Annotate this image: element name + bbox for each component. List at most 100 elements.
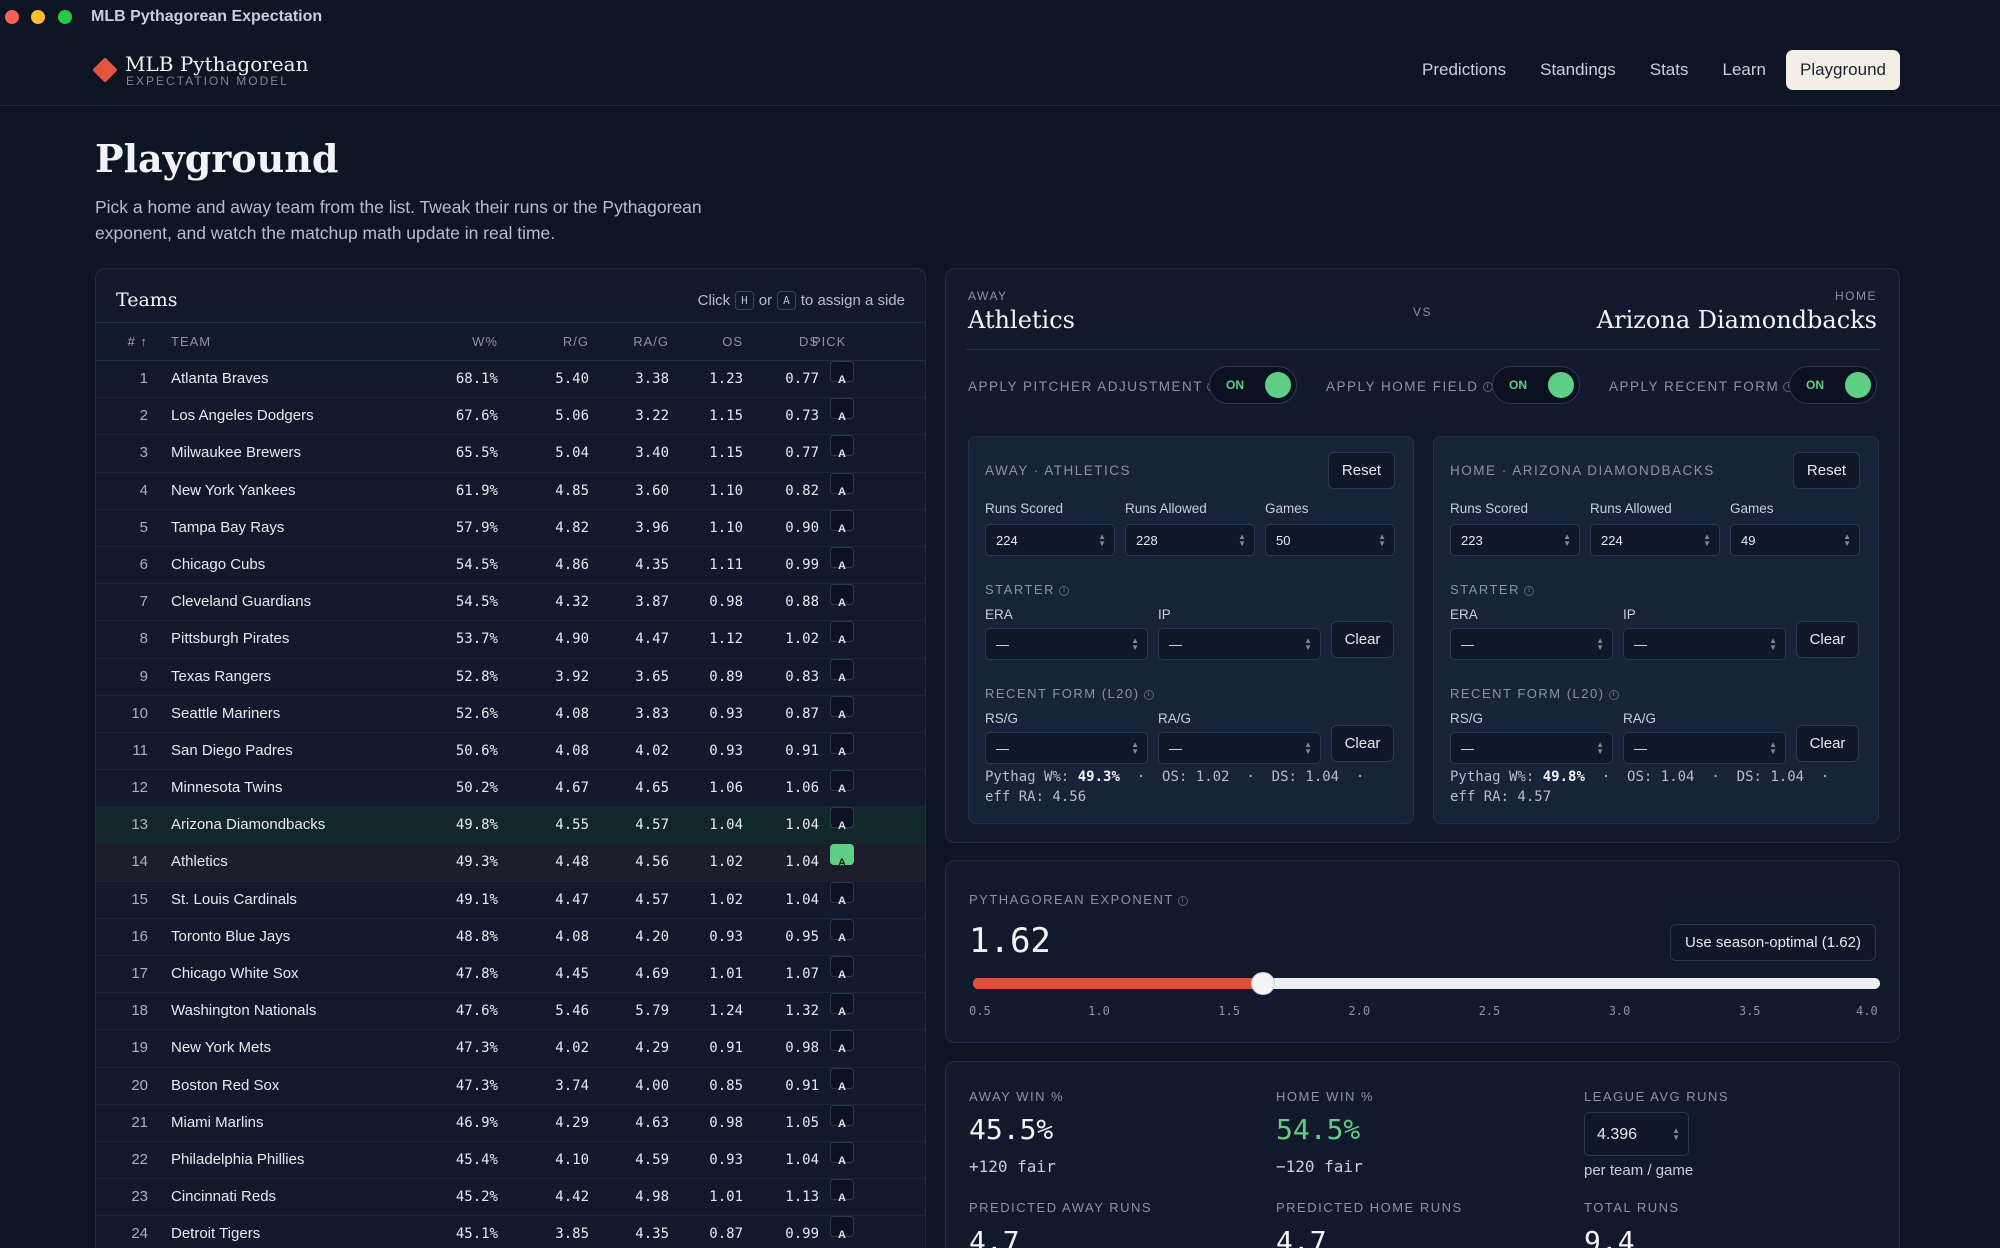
pick-away-button[interactable]: A (830, 844, 854, 869)
pick-away-button[interactable]: A (830, 956, 854, 981)
info-icon[interactable]: i (1143, 689, 1154, 700)
team-row[interactable]: 7 Cleveland Guardians 54.5% 4.32 3.87 0.98 0.8… (96, 584, 925, 622)
brand-name[interactable]: MLB Pythagorean (125, 52, 309, 76)
nav-stats[interactable]: Stats (1649, 60, 1689, 79)
team-os: 0.91 (709, 1040, 743, 1057)
pick-away-button[interactable]: A (830, 472, 854, 498)
page-title: Playground (95, 136, 339, 181)
col-runs-allowed[interactable]: RA/G (633, 334, 669, 349)
pick-away-button[interactable]: A (830, 1141, 854, 1167)
home-form-clear-button[interactable]: Clear (1796, 725, 1859, 762)
col-win-pct[interactable]: W% (472, 334, 498, 349)
col-os[interactable]: OS (722, 334, 743, 349)
pick-away-button[interactable]: A (830, 918, 854, 944)
away-ip-input[interactable]: — ▲ ▼ (1158, 628, 1321, 660)
pitcher-adjustment-toggle[interactable]: ON (1209, 366, 1297, 404)
col-ds[interactable]: DS (798, 334, 819, 349)
info-icon[interactable]: i (1177, 895, 1188, 906)
team-row[interactable]: 2 Los Angeles Dodgers 67.6% 5.06 3.22 1.15 0.7… (96, 398, 925, 436)
team-row[interactable]: 17 Chicago White Sox 47.8% 4.45 4.69 1.01 1.07… (96, 956, 925, 994)
home-ip-input[interactable]: — ▲ ▼ (1623, 628, 1786, 660)
team-row[interactable]: 13 Arizona Diamondbacks 49.8% 4.55 4.57 1.04 1… (96, 807, 925, 845)
col-runs-per-game[interactable]: R/G (562, 334, 589, 349)
minimize-window-button[interactable] (31, 10, 45, 24)
pick-away-button[interactable]: A (830, 546, 854, 572)
team-row[interactable]: 18 Washington Nationals 47.6% 5.46 5.79 1.24 1… (96, 993, 925, 1031)
pick-away-button[interactable]: A (830, 435, 854, 460)
team-row[interactable]: 16 Toronto Blue Jays 48.8% 4.08 4.20 0.93 0.95… (96, 918, 925, 956)
away-runs-allowed-input[interactable]: 228 ▲ ▼ (1125, 524, 1255, 556)
exponent-slider[interactable] (973, 972, 1880, 995)
info-icon[interactable]: i (1523, 585, 1534, 596)
season-optimal-button[interactable]: Use season-optimal (1.62) (1670, 924, 1876, 961)
pick-away-button[interactable]: A (830, 1179, 854, 1204)
home-field-toggle[interactable]: ON (1492, 366, 1580, 404)
team-row[interactable]: 22 Philadelphia Phillies 45.4% 4.10 4.59 0.93… (96, 1141, 925, 1180)
away-reset-button[interactable]: Reset (1328, 452, 1395, 489)
info-icon[interactable]: i (1058, 585, 1069, 596)
nav-playground[interactable]: Playground (1785, 50, 1900, 90)
nav-standings[interactable]: Standings (1540, 60, 1616, 79)
pick-away-button[interactable]: A (830, 509, 854, 535)
team-row[interactable]: 15 St. Louis Cardinals 49.1% 4.47 4.57 1.02 1.… (96, 881, 925, 919)
pick-away-button[interactable]: A (830, 1104, 854, 1130)
pick-away-button[interactable]: A (830, 770, 854, 795)
pick-away-button[interactable]: A (830, 361, 854, 386)
home-rag-input[interactable]: — ▲ ▼ (1623, 732, 1786, 764)
pick-away-button[interactable]: A (830, 1030, 854, 1055)
pick-away-button[interactable]: A (830, 807, 854, 832)
pick-away-button[interactable]: A (830, 658, 854, 684)
home-era-input[interactable]: — ▲ ▼ (1450, 628, 1613, 660)
home-games-input[interactable]: 49 ▲ ▼ (1730, 524, 1860, 556)
pick-away-button[interactable]: A (830, 881, 854, 907)
league-avg-input[interactable]: 4.396 ▲ ▼ (1584, 1112, 1689, 1156)
pick-away-button[interactable]: A (830, 695, 854, 721)
zoom-window-button[interactable] (58, 10, 72, 24)
away-runs-scored-input[interactable]: 224 ▲ ▼ (985, 524, 1115, 556)
recent-form-toggle[interactable]: ON (1789, 366, 1877, 404)
pick-away-button[interactable]: A (830, 584, 854, 609)
info-icon[interactable]: i (1608, 689, 1619, 700)
team-row[interactable]: 8 Pittsburgh Pirates 53.7% 4.90 4.47 1.12 1.02… (96, 621, 925, 659)
team-win-pct: 50.2% (455, 780, 498, 797)
away-games-input[interactable]: 50 ▲ ▼ (1265, 524, 1395, 556)
nav-predictions[interactable]: Predictions (1422, 60, 1507, 79)
away-starter-clear-button[interactable]: Clear (1331, 621, 1394, 658)
away-rsg-input[interactable]: — ▲ ▼ (985, 732, 1148, 764)
home-rsg-input[interactable]: — ▲ ▼ (1450, 732, 1613, 764)
col-rank[interactable]: # ↑ (127, 334, 148, 349)
pick-away-button[interactable]: A (830, 1067, 854, 1093)
col-team[interactable]: TEAM (171, 334, 212, 349)
pick-away-button[interactable]: A (830, 732, 854, 758)
pick-away-button[interactable]: A (830, 398, 854, 423)
home-runs-scored-input[interactable]: 223 ▲ ▼ (1450, 524, 1580, 556)
exponent-slider-thumb[interactable] (1251, 972, 1276, 995)
close-window-button[interactable] (5, 10, 19, 24)
team-os: 1.01 (709, 966, 743, 982)
nav-learn[interactable]: Learn (1722, 60, 1766, 79)
home-reset-button[interactable]: Reset (1793, 452, 1860, 489)
pick-away-button[interactable]: A (830, 1216, 854, 1241)
away-era-input[interactable]: — ▲ ▼ (985, 628, 1148, 660)
away-form-clear-button[interactable]: Clear (1331, 725, 1394, 762)
home-starter-clear-button[interactable]: Clear (1796, 621, 1859, 658)
home-runs-allowed-input[interactable]: 224 ▲ ▼ (1590, 524, 1720, 556)
pick-away-button[interactable]: A (830, 621, 854, 646)
away-rag-input[interactable]: — ▲ ▼ (1158, 732, 1321, 764)
pick-away-button[interactable]: A (830, 993, 854, 1018)
